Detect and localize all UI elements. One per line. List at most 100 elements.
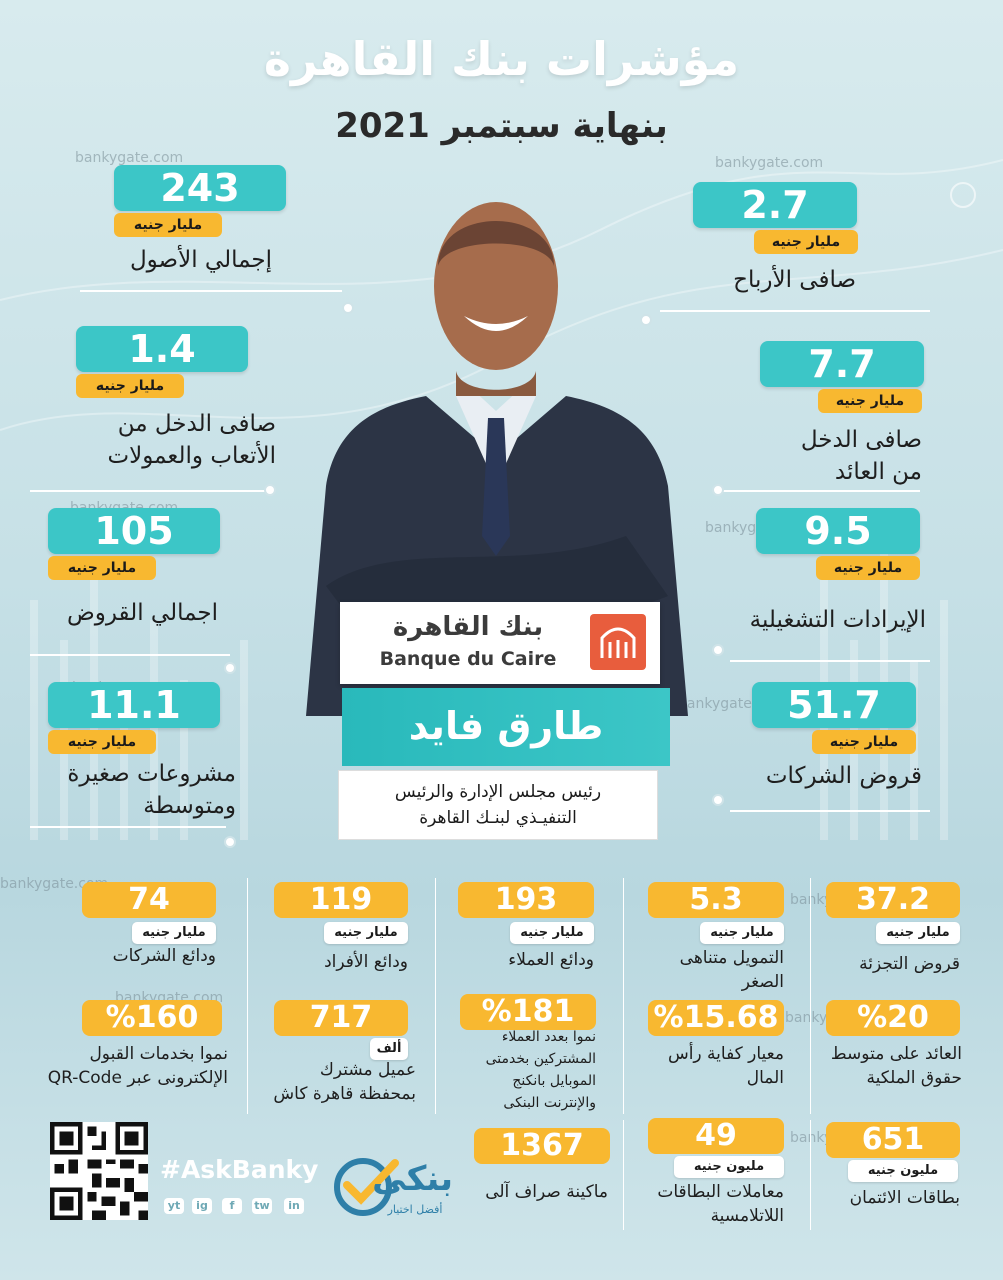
ceo-name: طارق فايد <box>408 704 604 748</box>
stat-unit: مليار جنيه <box>324 922 408 944</box>
metric-unit: مليار جنيه <box>114 213 222 237</box>
stat-label: ماكينة صراف آلى <box>485 1182 608 1202</box>
watermark: bankygate.com <box>0 876 109 892</box>
metric-label-line: الأتعاب والعمولات <box>107 443 276 469</box>
connector-line <box>80 290 342 292</box>
stat-value: %181 <box>460 994 596 1030</box>
connector-line <box>660 310 930 312</box>
stat-label-line: عميل مشترك <box>319 1060 416 1080</box>
metric-label-line: ومتوسطة <box>143 793 236 819</box>
metric-label: صافى الدخل من العائد <box>730 424 922 488</box>
stat-label: معاملات البطاقات اللاتلامسية <box>630 1180 784 1228</box>
grid-separator <box>435 878 436 1114</box>
stat-value: 193 <box>458 882 594 918</box>
stat-unit: ألف <box>370 1038 408 1060</box>
ceo-role-card: رئيس مجلس الإدارة والرئيس التنفيـذي لبنـ… <box>338 770 658 840</box>
linkedin-icon[interactable]: in <box>284 1198 304 1214</box>
stat-value: 49 <box>648 1118 784 1154</box>
ceo-name-banner: طارق فايد <box>342 688 670 766</box>
connector-dot <box>342 302 354 314</box>
metric-value: 1.4 <box>76 326 248 372</box>
stat-value: %15.68 <box>648 1000 784 1036</box>
stat-value: 37.2 <box>826 882 960 918</box>
metric-value: 51.7 <box>752 682 916 728</box>
bank-name-english: Banque du Caire <box>379 648 557 670</box>
youtube-icon[interactable]: yt <box>164 1198 184 1214</box>
metric-value: 9.5 <box>756 508 920 554</box>
metric-value: 2.7 <box>693 182 857 228</box>
ceo-role-line2: التنفيـذي لبنـك القاهرة <box>419 808 577 828</box>
qr-code-icon[interactable] <box>50 1122 148 1220</box>
stat-label-line: معاملات البطاقات <box>657 1182 784 1202</box>
stat-label: العائد على متوسط حقوق الملكية <box>806 1042 962 1090</box>
ceo-role: رئيس مجلس الإدارة والرئيس التنفيـذي لبنـ… <box>339 779 657 831</box>
bank-emblem-icon <box>590 614 646 670</box>
connector-line <box>720 490 920 492</box>
brand-name: بنكى <box>372 1159 453 1199</box>
bank-name-arabic: بنك القاهرة <box>392 612 544 642</box>
connector-dot <box>712 794 724 806</box>
metric-value: 105 <box>48 508 220 554</box>
stat-label-line: المال <box>746 1068 784 1088</box>
connector-dot <box>224 662 236 674</box>
hashtag[interactable]: #AskBanky <box>160 1155 319 1184</box>
connector-dot <box>712 644 724 656</box>
stat-value: %160 <box>82 1000 222 1036</box>
stat-label: نموا بعدد العملاء المشتركين بخدمتى الموب… <box>450 1026 596 1114</box>
metric-label: إجمالي الأصول <box>129 247 272 273</box>
stat-label: بطاقات الائتمان <box>849 1188 960 1208</box>
connector-dot <box>640 314 652 326</box>
stat-value: 119 <box>274 882 408 918</box>
metric-label-line: مشروعات صغيرة <box>67 761 236 787</box>
connector-line <box>30 826 226 828</box>
stat-label-line: بمحفظة قاهرة كاش <box>273 1084 416 1104</box>
stat-unit: مليار جنيه <box>876 922 960 944</box>
stat-label: التمويل متناهى الصغر <box>636 946 784 994</box>
stat-label-line: التمويل متناهى <box>679 948 784 968</box>
stat-unit: مليون جنيه <box>674 1156 784 1178</box>
metric-label: صافى الأرباح <box>733 267 856 293</box>
metric-label: قروض الشركات <box>765 763 922 789</box>
metric-unit: مليار جنيه <box>76 374 184 398</box>
metric-label: اجمالي القروض <box>66 600 218 626</box>
stat-label-line: معيار كفاية رأس <box>667 1044 784 1064</box>
stat-label-line: نموا بعدد العملاء <box>501 1029 596 1045</box>
stat-label-line: المشتركين بخدمتى <box>485 1051 596 1067</box>
metric-label-line: صافى الدخل <box>800 427 922 453</box>
stat-value: 717 <box>274 1000 408 1036</box>
stat-label-line: اللاتلامسية <box>710 1206 784 1226</box>
stat-label: ودائع الأفراد <box>324 952 408 972</box>
stat-value: 1367 <box>474 1128 610 1164</box>
metric-label-line: صافى الدخل من <box>117 411 276 437</box>
stat-value: 5.3 <box>648 882 784 918</box>
watermark: bankygate.com <box>715 155 824 171</box>
stat-label-line: العائد على متوسط <box>830 1044 962 1064</box>
banky-logo[interactable]: بنكى أفضل اختيار <box>325 1145 455 1225</box>
metric-unit: مليار جنيه <box>48 556 156 580</box>
grid-separator <box>247 878 248 1114</box>
metric-unit: مليار جنيه <box>816 556 920 580</box>
page-subtitle: بنهاية سبتمبر 2021 <box>335 106 668 146</box>
connector-line <box>730 660 930 662</box>
facebook-icon[interactable]: f <box>222 1198 242 1214</box>
watermark: bankygate.com <box>75 150 184 166</box>
twitter-icon[interactable]: tw <box>252 1198 272 1214</box>
stat-value: %20 <box>826 1000 960 1036</box>
grid-separator <box>623 878 624 1114</box>
metric-label: الإيرادات التشغيلية <box>749 607 926 633</box>
stat-label-line: الصغر <box>741 972 784 992</box>
stat-unit: مليون جنيه <box>848 1160 958 1182</box>
stat-unit: مليار جنيه <box>700 922 784 944</box>
brand-slogan: أفضل اختيار <box>387 1203 443 1216</box>
metric-label-line: من العائد <box>834 459 922 485</box>
connector-dot <box>224 836 236 848</box>
stat-value: 74 <box>82 882 216 918</box>
stat-label: عميل مشترك بمحفظة قاهرة كاش <box>250 1058 416 1106</box>
metric-label: مشروعات صغيرة ومتوسطة <box>40 758 236 822</box>
metric-value: 11.1 <box>48 682 220 728</box>
stat-label-line: حقوق الملكية <box>866 1068 962 1088</box>
metric-value: 7.7 <box>760 341 924 387</box>
instagram-icon[interactable]: ig <box>192 1198 212 1214</box>
connector-line <box>730 810 930 812</box>
stat-label: ودائع الشركات <box>112 946 216 966</box>
